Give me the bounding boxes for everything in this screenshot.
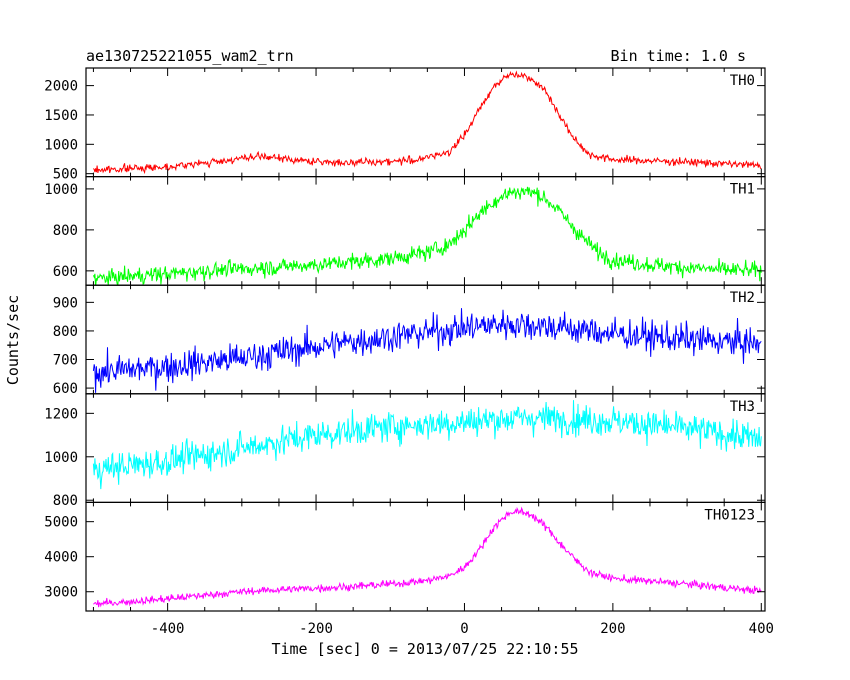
y-tick-label-th3: 800	[53, 493, 78, 509]
y-tick-label-th0123: 5000	[44, 515, 78, 531]
y-tick-label-th0123: 3000	[44, 585, 78, 601]
series-line-th2	[92, 308, 762, 393]
series-label-th2: TH2	[730, 290, 755, 306]
series-line-th3	[92, 400, 762, 490]
y-axis-label: Counts/sec	[4, 295, 22, 385]
x-tick-label: -400	[151, 621, 185, 637]
series-label-th0: TH0	[730, 73, 755, 89]
x-axis-label: Time [sec] 0 = 2013/07/25 22:10:55	[271, 640, 578, 658]
x-tick-label: -200	[299, 621, 333, 637]
series-line-th0123	[93, 506, 762, 608]
y-tick-label-th3: 1200	[44, 406, 78, 422]
panel-frame-th0123	[85, 501, 766, 612]
panels-group: TH0500100015002000TH16008001000TH2600700…	[44, 67, 774, 637]
x-tick-label: 400	[749, 621, 774, 637]
y-tick-label-th0123: 4000	[44, 550, 78, 566]
series-label-th3: TH3	[730, 399, 755, 415]
y-tick-label-th2: 700	[53, 353, 78, 369]
x-tick-label: 200	[600, 621, 625, 637]
y-tick-label-th3: 1000	[44, 450, 78, 466]
chart-title: ae130725221055_wam2_trn	[86, 47, 294, 65]
bin-time-label: Bin time: 1.0 s	[611, 47, 746, 65]
y-tick-label-th0: 1000	[44, 137, 78, 153]
y-tick-label-th0: 2000	[44, 79, 78, 95]
y-tick-label-th0: 1500	[44, 108, 78, 124]
y-tick-label-th2: 900	[53, 295, 78, 311]
y-tick-label-th1: 1000	[44, 182, 78, 198]
series-label-th1: TH1	[730, 182, 755, 198]
y-tick-label-th0: 500	[53, 167, 78, 183]
y-tick-label-th2: 800	[53, 324, 78, 340]
series-line-th1	[92, 186, 762, 286]
x-tick-label: 0	[460, 621, 468, 637]
y-tick-label-th1: 600	[53, 264, 78, 280]
y-tick-label-th2: 600	[53, 381, 78, 397]
series-line-th0	[93, 70, 762, 175]
series-label-th0123: TH0123	[704, 507, 755, 523]
y-tick-label-th1: 800	[53, 223, 78, 239]
